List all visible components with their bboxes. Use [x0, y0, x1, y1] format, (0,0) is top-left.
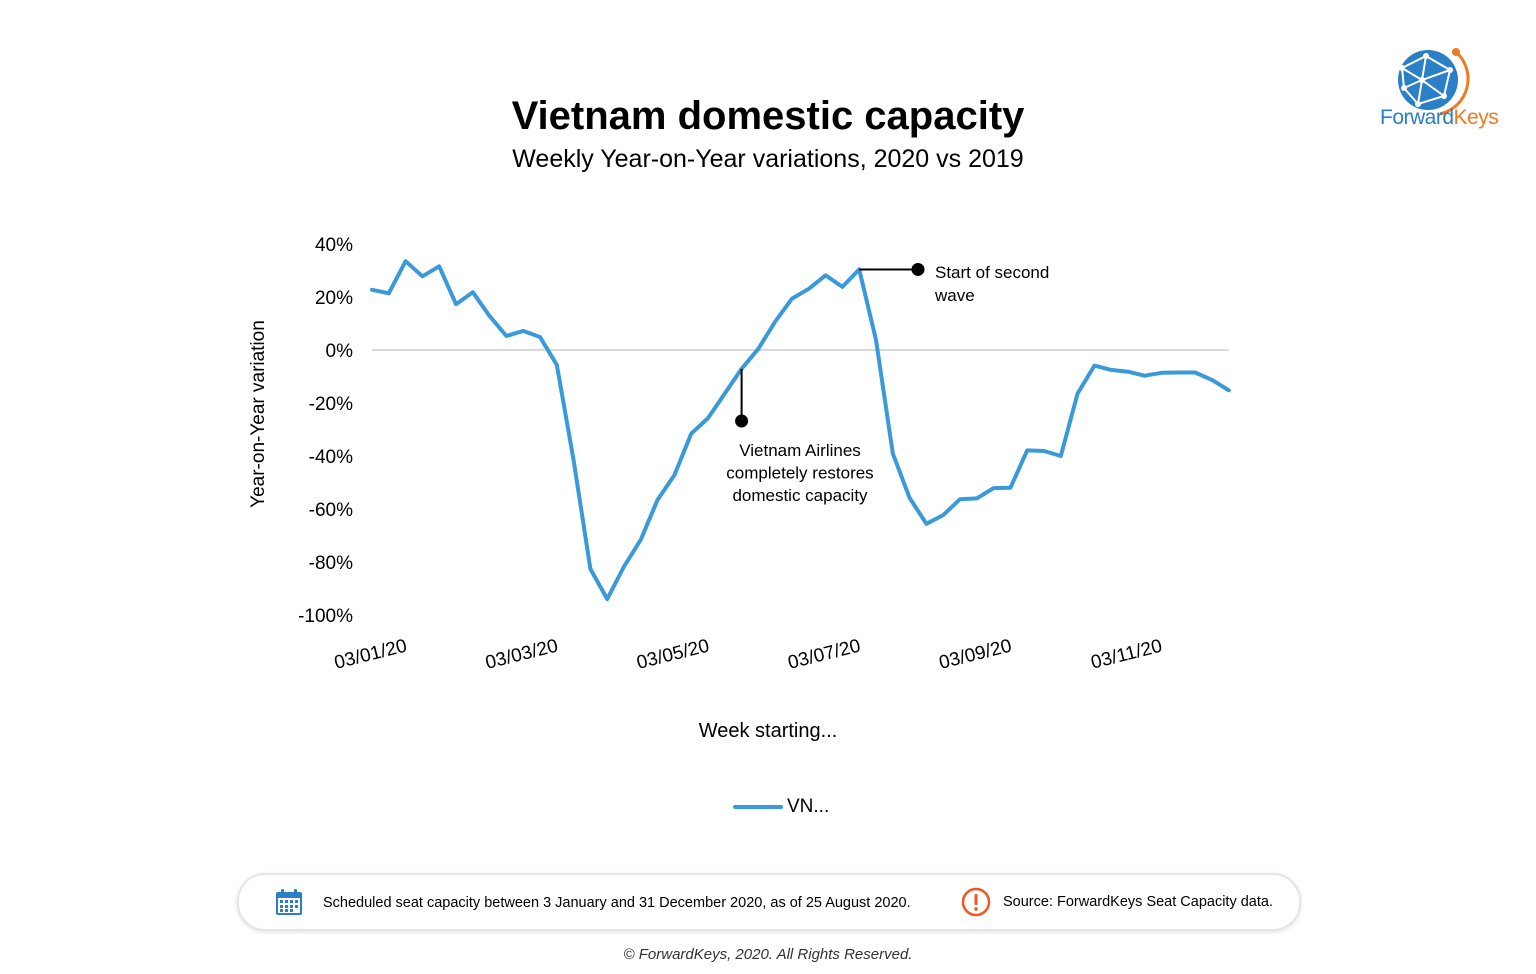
y-tick-label: -40%: [309, 447, 353, 468]
brand-name-part2: Keys: [1453, 106, 1499, 129]
y-tick-label: 20%: [315, 288, 353, 309]
brand-logo-text: ForwardKeys: [1380, 106, 1499, 130]
chart-subtitle: Weekly Year-on-Year variations, 2020 vs …: [512, 145, 1024, 173]
y-axis-title: Year-on-Year variation: [248, 320, 269, 508]
y-tick-label: -20%: [309, 394, 353, 415]
chart-legend: VN...: [733, 796, 829, 818]
data-source: Source: ForwardKeys Seat Capacity data.: [1003, 894, 1273, 910]
x-tick-label: 03/11/20: [1089, 636, 1164, 674]
brand-name-part1: Forward: [1380, 106, 1454, 129]
x-tick-label: 03/07/20: [786, 636, 863, 674]
chart-title: Vietnam domestic capacity: [511, 94, 1025, 138]
legend-label: VN...: [787, 796, 830, 817]
series-line: [370, 259, 1231, 602]
x-tick-label: 03/03/20: [483, 636, 560, 674]
annotation-label: Start of second: [935, 263, 1049, 282]
annotation-marker: [735, 414, 749, 428]
y-tick-label: 0%: [326, 341, 354, 362]
info-footer: Scheduled seat capacity between 3 Januar…: [237, 873, 1301, 931]
y-tick-label: 40%: [315, 235, 353, 256]
data-note: Scheduled seat capacity between 3 Januar…: [323, 895, 911, 911]
annotation-marker: [911, 262, 925, 276]
annotation-label: domestic capacity: [732, 486, 868, 505]
x-tick-label: 03/01/20: [332, 636, 409, 674]
copyright: © ForwardKeys, 2020. All Rights Reserved…: [623, 946, 913, 963]
annotation-label: wave: [934, 286, 975, 305]
calendar-icon: [276, 889, 302, 915]
y-tick-label: -80%: [309, 553, 353, 574]
legend-swatch: [733, 805, 783, 809]
annotation-label: Vietnam Airlines: [739, 441, 861, 460]
annotation-label: completely restores: [726, 464, 873, 483]
x-tick-label: 03/09/20: [937, 636, 1014, 674]
globe-icon: [1398, 48, 1470, 116]
y-tick-label: -60%: [309, 500, 353, 521]
x-tick-label: 03/05/20: [635, 636, 712, 674]
y-tick-label: -100%: [298, 606, 353, 627]
exclamation-icon: [961, 887, 991, 917]
x-axis-title: Week starting...: [699, 720, 838, 742]
